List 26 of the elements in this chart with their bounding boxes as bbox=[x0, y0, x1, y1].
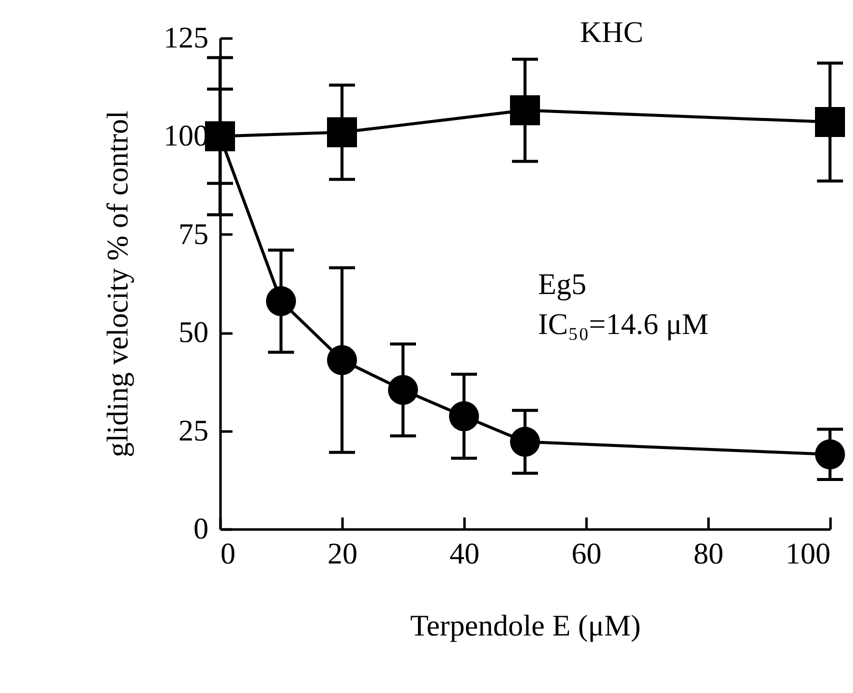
point bbox=[815, 107, 845, 138]
point bbox=[388, 374, 418, 405]
x-tick-label: 0 bbox=[220, 538, 236, 570]
point bbox=[510, 95, 540, 126]
point bbox=[449, 401, 479, 432]
point bbox=[510, 426, 540, 457]
y-tick-label: 50 bbox=[178, 316, 208, 350]
x-tick-label: 100 bbox=[786, 538, 830, 570]
x-tick-label: 80 bbox=[694, 538, 724, 570]
point bbox=[205, 121, 235, 152]
y-tick-label: 0 bbox=[194, 512, 208, 546]
annotation: Eg5 bbox=[538, 268, 586, 301]
y-axis-title: gliding velocity % of control bbox=[102, 110, 134, 458]
point bbox=[815, 439, 845, 470]
x-axis-title: Terpendole E (μM) bbox=[410, 610, 641, 642]
y-tick-label: 125 bbox=[164, 22, 208, 54]
point bbox=[327, 345, 357, 376]
x-tick-label: 60 bbox=[572, 538, 602, 570]
x-tick-label: 20 bbox=[328, 538, 358, 570]
y-tick-label: 75 bbox=[178, 218, 208, 251]
annotation: IC₅₀=14.6 μM bbox=[538, 308, 709, 341]
y-tick-label: 25 bbox=[178, 414, 208, 448]
point bbox=[327, 117, 357, 148]
annotation: KHC bbox=[580, 16, 644, 49]
point bbox=[266, 286, 296, 316]
x-tick-label: 40 bbox=[450, 538, 480, 570]
